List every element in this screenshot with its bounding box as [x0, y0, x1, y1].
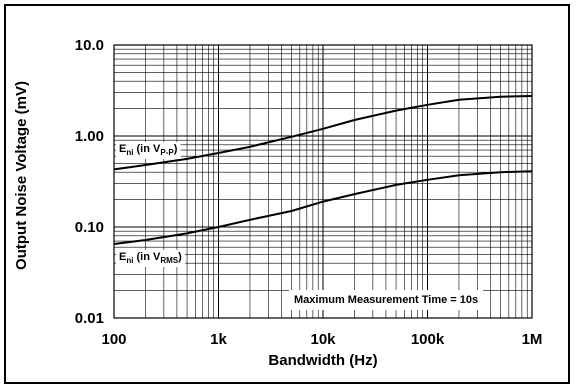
series-label-vrms: Eni (in VRMS) — [116, 250, 186, 267]
grid — [113, 45, 532, 319]
series-line-vpp — [113, 95, 533, 171]
measurement-time-text: Maximum Measurement Time = 10s — [294, 294, 478, 306]
measurement-time-note: Maximum Measurement Time = 10s — [289, 290, 484, 310]
x-tick-label: 1M — [522, 331, 543, 348]
series-label-vpp: Eni (in VP-P) — [116, 142, 181, 159]
plot-area-border — [113, 44, 533, 319]
x-axis-label: Bandwidth (Hz) — [268, 352, 377, 369]
chart-frame — [4, 4, 570, 384]
x-tick-label: 10k — [310, 331, 336, 348]
y-tick-label: 1.00 — [75, 128, 104, 145]
y-tick-label: 0.01 — [75, 310, 104, 327]
tick-labels: 100 1k 10k 100k 1M 10.0 1.00 0.10 0.01 — [75, 37, 543, 348]
series-line-vrms — [113, 170, 533, 245]
x-tick-label: 100k — [411, 331, 445, 348]
svg-text:Eni (in VRMS): Eni (in VRMS) — [119, 251, 182, 265]
y-axis-label: Output Noise Voltage (mV) — [13, 81, 30, 270]
y-tick-label: 10.0 — [75, 37, 104, 54]
series-group — [113, 95, 533, 245]
svg-text:Eni (in VP-P): Eni (in VP-P) — [119, 143, 178, 157]
x-tick-label: 100 — [101, 331, 126, 348]
y-tick-label: 0.10 — [75, 219, 104, 236]
x-tick-label: 1k — [210, 331, 227, 348]
